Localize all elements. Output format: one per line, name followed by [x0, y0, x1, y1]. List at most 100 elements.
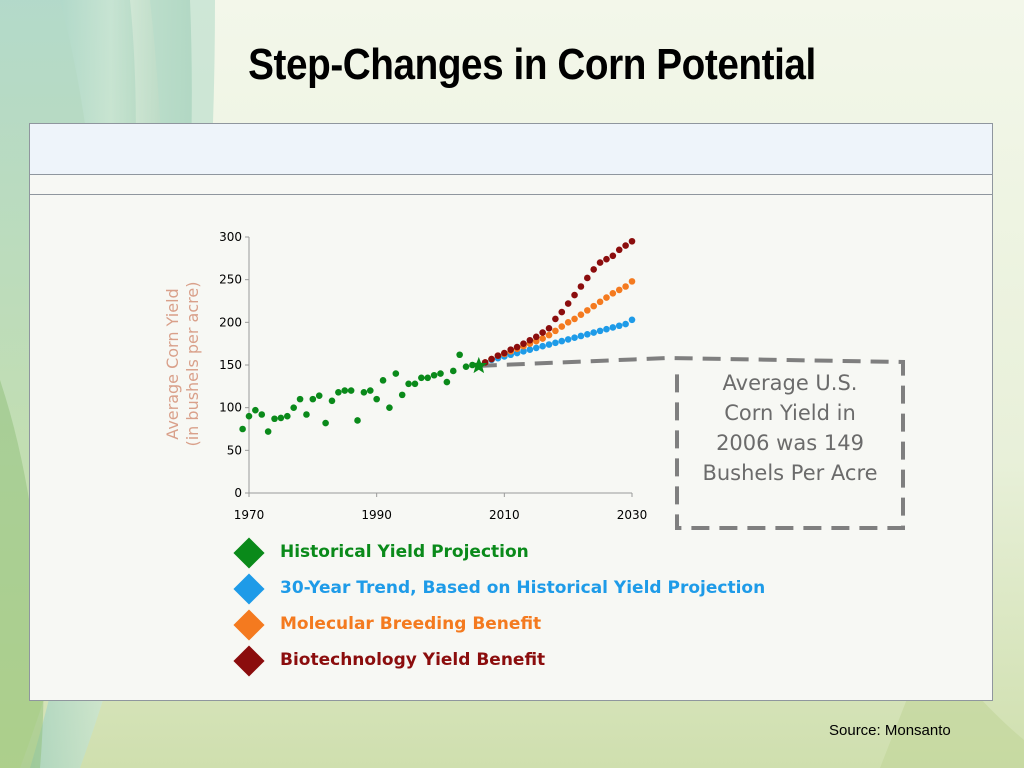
- data-point-series-0: [449, 367, 457, 375]
- legend-label-biotech: Biotechnology Yield Benefit: [280, 650, 546, 670]
- callout-line-1: Average U.S.: [722, 371, 858, 395]
- data-point-series-0: [315, 392, 323, 400]
- data-point-series-1: [584, 330, 591, 338]
- data-point-series-0: [271, 415, 278, 423]
- data-point-series-0: [277, 414, 285, 422]
- data-point-series-3: [628, 237, 636, 245]
- x-tick-label: 1970: [234, 508, 265, 522]
- data-point-series-0: [309, 395, 317, 403]
- data-point-series-1: [596, 327, 604, 335]
- data-point-series-0: [245, 412, 253, 420]
- data-point-series-0: [379, 377, 387, 384]
- x-tick-label: 1990: [361, 508, 392, 522]
- data-point-series-1: [590, 329, 597, 336]
- data-point-series-1: [609, 324, 617, 331]
- data-point-series-0: [284, 412, 291, 420]
- data-point-series-0: [418, 374, 425, 382]
- data-point-series-2: [545, 331, 553, 339]
- data-point-series-1: [628, 316, 636, 324]
- data-point-series-2: [596, 298, 604, 306]
- x-tick-label: 2030: [617, 508, 648, 522]
- data-point-series-3: [526, 336, 534, 344]
- data-point-series-1: [622, 320, 629, 328]
- content-panel: [29, 123, 993, 701]
- y-tick-label: 250: [219, 273, 242, 287]
- legend-label-molecular: Molecular Breeding Benefit: [280, 614, 542, 634]
- legend-label-historical: Historical Yield Projection: [280, 542, 529, 562]
- data-point-series-1: [558, 337, 566, 345]
- data-point-series-0: [462, 363, 470, 371]
- source-note: Source: Monsanto: [829, 722, 951, 739]
- data-point-series-0: [437, 370, 444, 377]
- data-point-series-3: [615, 246, 623, 254]
- y-axis-title-line: Average Corn Yield: [163, 288, 182, 439]
- data-point-series-1: [571, 334, 578, 341]
- data-point-series-2: [609, 290, 617, 297]
- y-axis-title-line: (in bushels per acre): [183, 282, 202, 447]
- y-tick-label: 300: [219, 230, 242, 244]
- data-point-series-2: [622, 283, 629, 290]
- data-point-series-3: [558, 308, 566, 316]
- data-point-series-2: [584, 307, 591, 314]
- y-tick-label: 200: [219, 315, 242, 329]
- data-point-series-3: [622, 242, 629, 249]
- data-point-series-0: [366, 387, 374, 394]
- data-point-series-2: [564, 319, 572, 326]
- data-point-series-2: [539, 335, 546, 342]
- data-point-series-1: [526, 346, 534, 353]
- data-point-series-3: [564, 300, 572, 307]
- callout-line-2: Corn Yield in: [724, 401, 856, 425]
- data-point-series-3: [513, 343, 521, 351]
- data-point-series-1: [532, 344, 540, 352]
- callout-line-3: 2006 was 149: [716, 431, 864, 455]
- data-point-series-0: [328, 397, 336, 405]
- data-point-series-0: [239, 425, 246, 433]
- data-point-series-1: [615, 322, 623, 330]
- callout-box: Average U.S. Corn Yield in 2006 was 149 …: [677, 362, 903, 528]
- y-tick-label: 150: [219, 358, 242, 372]
- data-point-series-1: [577, 332, 585, 340]
- slide-title: Step-Changes in Corn Potential: [248, 40, 816, 89]
- data-point-series-3: [596, 259, 604, 266]
- data-point-series-3: [532, 333, 540, 341]
- data-point-series-0: [405, 380, 412, 388]
- data-point-series-0: [347, 387, 355, 394]
- callout-dashed-border: [478, 355, 905, 530]
- data-point-series-0: [398, 391, 406, 399]
- data-point-series-2: [552, 327, 559, 335]
- y-tick-label: 50: [227, 443, 242, 457]
- data-point-series-2: [590, 302, 597, 310]
- data-point-series-0: [354, 417, 361, 424]
- data-point-series-3: [539, 329, 546, 336]
- data-point-series-3: [501, 349, 508, 357]
- panel-header-band: [30, 124, 992, 175]
- data-point-series-0: [456, 351, 463, 359]
- data-point-series-3: [520, 340, 527, 347]
- data-point-series-3: [552, 315, 559, 323]
- marker-2006-star: [470, 356, 488, 374]
- data-point-series-0: [411, 380, 419, 388]
- data-point-series-0: [258, 411, 266, 418]
- data-point-series-1: [552, 339, 559, 347]
- data-point-series-0: [360, 389, 368, 396]
- data-point-series-3: [507, 346, 515, 353]
- data-point-series-1: [564, 336, 572, 343]
- data-point-series-0: [296, 395, 304, 403]
- data-point-series-2: [615, 286, 623, 294]
- data-point-series-0: [335, 389, 342, 396]
- legend-label-trend: 30-Year Trend, Based on Historical Yield…: [280, 578, 766, 598]
- data-point-series-3: [571, 291, 578, 299]
- data-point-series-3: [609, 252, 617, 260]
- data-point-series-0: [386, 404, 393, 411]
- data-point-series-2: [577, 311, 585, 318]
- panel-subheader-band: [30, 174, 992, 195]
- data-point-series-0: [341, 387, 349, 394]
- data-point-series-0: [392, 370, 400, 377]
- data-point-series-3: [584, 274, 591, 282]
- data-point-series-0: [322, 419, 329, 427]
- data-point-series-0: [443, 378, 451, 386]
- data-point-series-3: [494, 352, 502, 359]
- data-point-series-3: [590, 266, 597, 273]
- y-tick-label: 100: [219, 401, 242, 415]
